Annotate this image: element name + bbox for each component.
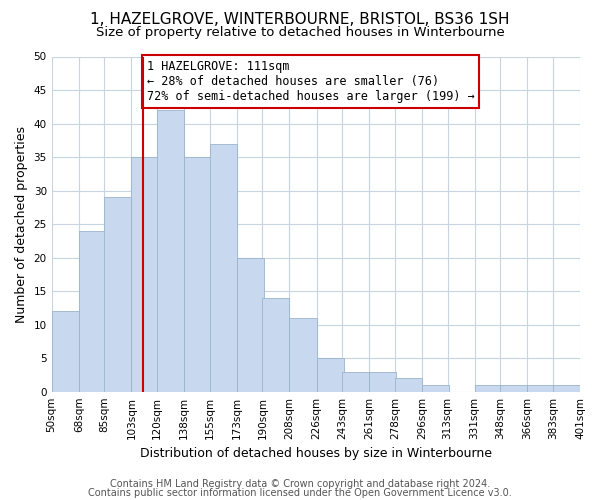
Bar [475,385,502,392]
Bar [52,311,79,392]
Bar [210,144,237,392]
Text: 1, HAZELGROVE, WINTERBOURNE, BRISTOL, BS36 1SH: 1, HAZELGROVE, WINTERBOURNE, BRISTOL, BS… [90,12,510,28]
Bar [131,157,158,392]
Bar [342,372,369,392]
Bar [369,372,397,392]
Text: Contains public sector information licensed under the Open Government Licence v3: Contains public sector information licen… [88,488,512,498]
Bar [527,385,554,392]
Text: 1 HAZELGROVE: 111sqm
← 28% of detached houses are smaller (76)
72% of semi-detac: 1 HAZELGROVE: 111sqm ← 28% of detached h… [147,60,475,103]
Bar [317,358,344,392]
Bar [79,231,106,392]
X-axis label: Distribution of detached houses by size in Winterbourne: Distribution of detached houses by size … [140,447,492,460]
Bar [104,198,131,392]
Bar [500,385,527,392]
Y-axis label: Number of detached properties: Number of detached properties [15,126,28,322]
Bar [237,258,264,392]
Text: Contains HM Land Registry data © Crown copyright and database right 2024.: Contains HM Land Registry data © Crown c… [110,479,490,489]
Bar [289,318,317,392]
Bar [184,157,211,392]
Bar [422,385,449,392]
Bar [157,110,184,392]
Bar [553,385,580,392]
Text: Size of property relative to detached houses in Winterbourne: Size of property relative to detached ho… [95,26,505,39]
Bar [395,378,422,392]
Bar [262,298,289,392]
